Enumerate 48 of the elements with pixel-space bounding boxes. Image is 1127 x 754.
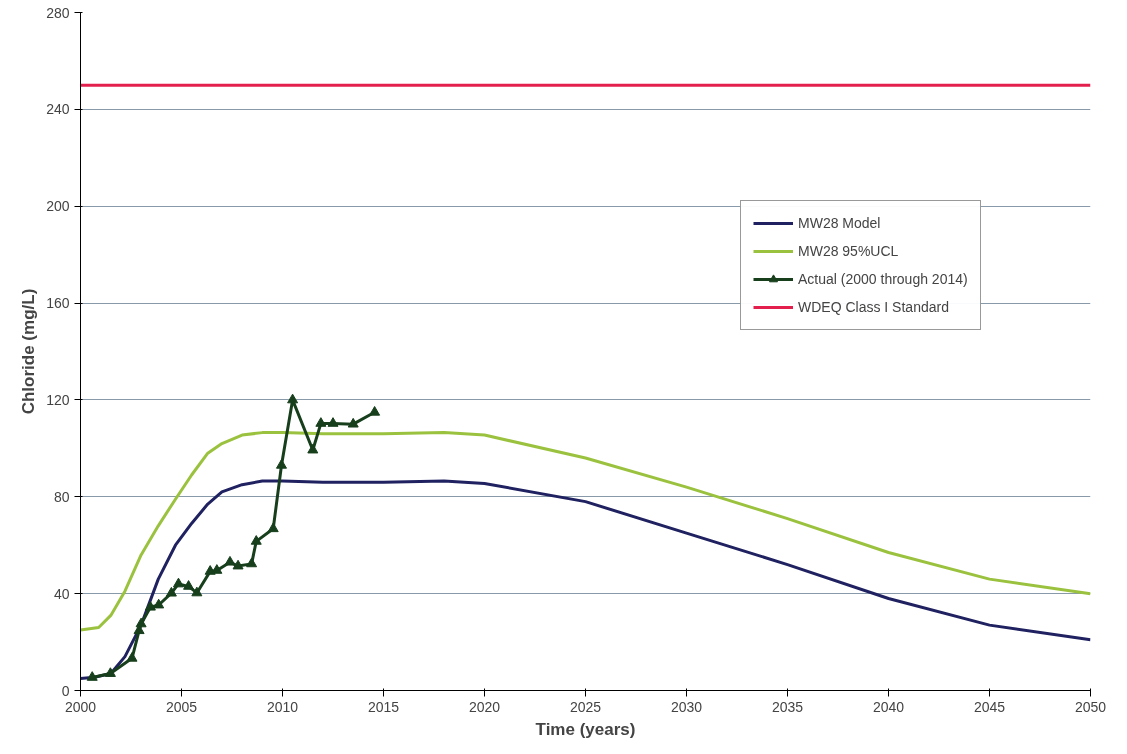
x-tick-label: 2050 — [1074, 698, 1107, 715]
x-tick-label: 2010 — [266, 698, 299, 715]
legend-label: Actual (2000 through 2014) — [798, 271, 968, 287]
line-series — [80, 479, 1091, 680]
point — [315, 417, 327, 427]
point — [246, 557, 258, 568]
y-tick-label: 0 — [61, 682, 70, 699]
x-tick-label: 2035 — [771, 698, 804, 715]
x-tick-label: 2015 — [367, 698, 400, 715]
y-tick-label: 280 — [46, 4, 70, 21]
x-tick-label: 2040 — [872, 698, 905, 715]
legend-label: WDEQ Class I Standard — [798, 299, 949, 315]
y-tick-label: 120 — [46, 391, 70, 408]
point — [165, 586, 177, 597]
x-axis-title: Time (years) — [535, 719, 636, 739]
x-tick-label: 2005 — [165, 698, 198, 715]
point — [307, 443, 319, 454]
point — [86, 671, 98, 681]
x-tick-label: 2000 — [64, 698, 97, 715]
point — [275, 459, 287, 469]
y-tick-label: 80 — [53, 488, 70, 505]
point — [104, 667, 116, 677]
point — [126, 652, 138, 662]
x-tick-label: 2025 — [569, 698, 602, 715]
legend-label: MW28 95%UCL — [798, 243, 899, 259]
y-tick-label: 240 — [46, 101, 70, 118]
point — [153, 598, 165, 609]
line-series — [80, 431, 1091, 632]
point — [287, 393, 299, 404]
point — [327, 417, 339, 427]
point — [144, 600, 156, 611]
y-tick-label: 200 — [46, 198, 70, 215]
point — [250, 535, 262, 545]
point — [347, 417, 359, 428]
x-tick-label: 2030 — [670, 698, 703, 715]
point — [135, 617, 147, 628]
y-axis-title: Chloride (mg/L) — [19, 288, 39, 415]
point — [369, 406, 381, 416]
legend-label: MW28 Model — [798, 215, 881, 231]
point — [183, 580, 195, 590]
point — [172, 577, 184, 588]
point — [232, 559, 244, 570]
y-tick-label: 40 — [53, 585, 70, 602]
x-tick-label: 2020 — [468, 698, 501, 715]
x-tick-label: 2045 — [973, 698, 1006, 715]
point — [267, 522, 279, 533]
y-tick-label: 160 — [46, 295, 70, 312]
point — [191, 586, 203, 597]
